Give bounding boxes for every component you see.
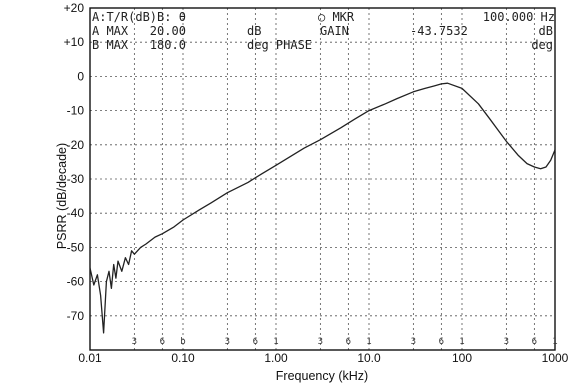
header-phase-unit: deg [531, 38, 553, 52]
x-tick-label: 1000 [542, 351, 569, 365]
y-tick-label: -60 [67, 275, 85, 289]
minor-decade-label: 1 [459, 337, 464, 347]
minor-decade-label: 3 [411, 337, 416, 347]
header-gain-value: -43.7532 [410, 24, 468, 38]
x-tick-label: 0.10 [171, 351, 195, 365]
x-tick-label: 0.01 [78, 351, 102, 365]
minor-decade-label: 1 [552, 337, 557, 347]
header-marker-frequency: 100.000 Hz [483, 10, 555, 24]
x-tick-label: 10.0 [357, 351, 381, 365]
minor-decade-label: 3 [504, 337, 509, 347]
header-b-unit: deg PHASE [247, 38, 312, 52]
minor-decade-label: 6 [160, 337, 165, 347]
minor-decade-label: b [180, 337, 185, 347]
y-tick-label: -70 [67, 309, 85, 323]
y-tick-label: -20 [67, 138, 85, 152]
y-tick-label: -30 [67, 172, 85, 186]
header-gain-label: GAIN [320, 24, 349, 38]
minor-decade-label: 3 [318, 337, 323, 347]
psrr-curve [89, 82, 556, 334]
y-tick-label: +20 [64, 1, 85, 15]
plot-frame [89, 7, 556, 351]
minor-decade-label: 6 [439, 337, 444, 347]
minor-decade-label: 6 [346, 337, 351, 347]
minor-decade-label: 6 [532, 337, 537, 347]
y-tick-labels: +20 +10 0 -10 -20 -30 -40 -50 -60 -70 [64, 1, 85, 323]
y-axis-title: PSRR (dB/decade) [55, 143, 69, 249]
minor-decade-label: 3 [132, 337, 137, 347]
header-trace-label: A:T/R(dB)B: θ [92, 10, 186, 24]
x-axis-title: Frequency (kHz) [276, 369, 368, 383]
header-a-unit: dB [247, 24, 261, 38]
header-marker-label: ○ MKR [318, 10, 355, 24]
minor-decade-label: 1 [273, 337, 278, 347]
y-tick-label: 0 [77, 69, 84, 83]
x-tick-label: 100 [452, 351, 472, 365]
header-b-max: B MAX 180.0 [92, 38, 186, 52]
y-tick-label: -50 [67, 240, 85, 254]
y-tick-label: +10 [64, 35, 85, 49]
minor-decade-label: 1 [366, 337, 371, 347]
y-tick-label: -40 [67, 206, 85, 220]
header-a-max: A MAX 20.00 [92, 24, 186, 38]
y-tick-label: -10 [67, 104, 85, 118]
minor-decade-label: 3 [225, 337, 230, 347]
grid-lines [90, 8, 555, 350]
x-tick-label: 1.00 [264, 351, 288, 365]
minor-decade-labels: 3 6 b 3 6 1 3 6 1 3 6 1 3 6 1 [132, 337, 558, 347]
x-tick-labels: 0.01 0.10 1.00 10.0 100 1000 [78, 351, 568, 365]
minor-decade-label: 6 [253, 337, 258, 347]
header-gain-unit: dB [539, 24, 553, 38]
